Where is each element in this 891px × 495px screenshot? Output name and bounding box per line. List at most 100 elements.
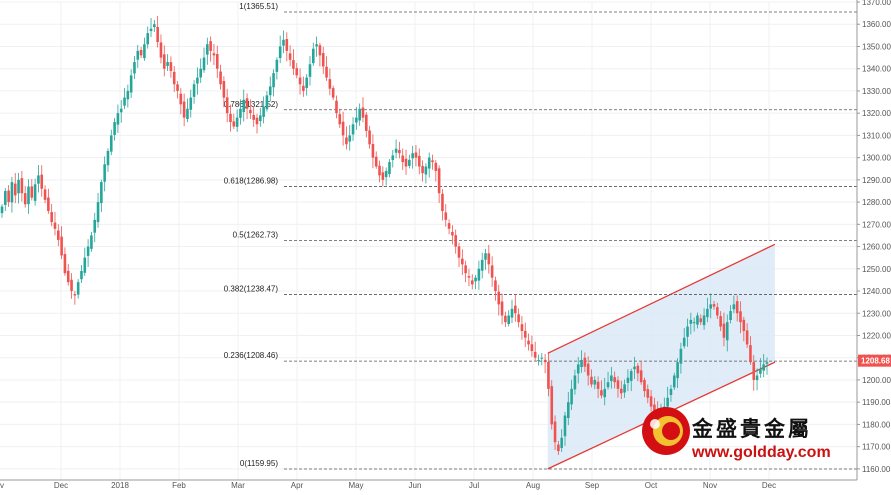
candle-body [580,359,583,368]
x-tick-label: Mar [231,481,245,490]
candle-body [480,259,484,271]
candle-body [649,396,653,407]
candle-body [126,90,130,100]
candle-body [686,326,689,337]
candle-body [712,304,716,307]
candle-body [606,382,610,388]
candle-body [17,179,20,194]
candle-body [355,117,358,123]
candle-body [23,193,27,205]
x-tick-label: Dec [762,481,776,490]
candle-body [500,301,504,316]
candle-body [172,71,176,85]
candle-body [636,365,640,374]
candle-body [189,97,193,110]
candle-body [490,265,494,278]
candle-body [702,315,706,326]
candle-body [590,376,593,385]
candle-body [133,62,136,74]
candle-body [235,117,239,127]
candle-body [80,271,83,280]
fib-label: 0(1159.95) [240,459,278,468]
y-tick-label: 1320.00 [862,109,891,118]
candle-body [646,389,650,398]
candle-body [414,152,418,158]
x-tick-label: Sep [585,481,600,490]
candle-body [470,280,474,285]
candle-body [527,340,530,345]
candle-body [156,26,159,43]
candle-body [576,364,580,374]
y-tick-label: 1200.00 [862,376,891,385]
y-tick-label: 1220.00 [862,331,891,340]
candle-body [411,153,414,159]
x-tick-label: Aug [526,481,540,490]
candle-body [335,100,338,114]
candle-body [398,149,401,154]
candle-body [96,202,100,223]
y-tick-label: 1300.00 [862,154,891,163]
candle-body [735,301,739,314]
candle-body [497,291,501,305]
candle-body [557,444,560,452]
candle-body [73,294,77,296]
candle-body [252,114,255,120]
candle-body [573,375,577,390]
candle-body [103,164,106,182]
candle-body [566,402,570,419]
candle-body [408,159,411,166]
candle-body [162,54,166,69]
candle-body [139,49,143,56]
candle-body [441,193,444,211]
candle-body [600,390,603,396]
candle-body [699,318,703,323]
candle-body [255,117,259,125]
candle-body [100,182,103,204]
candle-body [43,189,47,200]
y-tick-label: 1270.00 [862,220,891,229]
candle-body [739,311,742,323]
candle-body [676,362,679,379]
candle-body [196,77,199,84]
candle-body [206,44,209,55]
y-tick-label: 1250.00 [862,265,891,274]
candle-body [199,68,203,78]
candle-body [514,305,517,314]
candle-body [278,46,282,59]
candle-body [149,28,153,32]
candle-body [510,308,514,318]
candle-body [358,108,361,121]
candle-body [331,88,335,98]
candle-body [692,322,696,324]
candle-body [669,388,673,395]
fib-label: 0.786(1321.52) [224,100,279,109]
candle-body [292,60,295,69]
candle-body [610,375,613,382]
x-tick-label: Apr [291,481,304,490]
candle-body [696,315,699,325]
candle-body [689,319,693,324]
candle-body [457,246,461,258]
candle-body [504,315,507,323]
candle-body [113,122,116,135]
y-tick-label: 1330.00 [862,87,891,96]
candle-body [159,42,163,58]
candle-body [361,107,365,118]
candle-body [315,44,318,47]
candle-body [553,421,557,443]
candle-body [229,113,232,123]
candle-body [639,370,643,383]
y-tick-label: 1280.00 [862,198,891,207]
candle-body [348,135,352,142]
x-tick-label: Feb [172,481,186,490]
fib-label: 0.236(1208.46) [224,351,279,360]
candle-body [477,268,481,281]
candle-body [179,93,183,105]
candle-body [762,364,765,371]
candle-body [494,280,497,292]
candle-body [341,121,345,136]
candle-body [666,397,669,407]
candle-body [33,184,37,201]
candle-body [176,84,179,91]
